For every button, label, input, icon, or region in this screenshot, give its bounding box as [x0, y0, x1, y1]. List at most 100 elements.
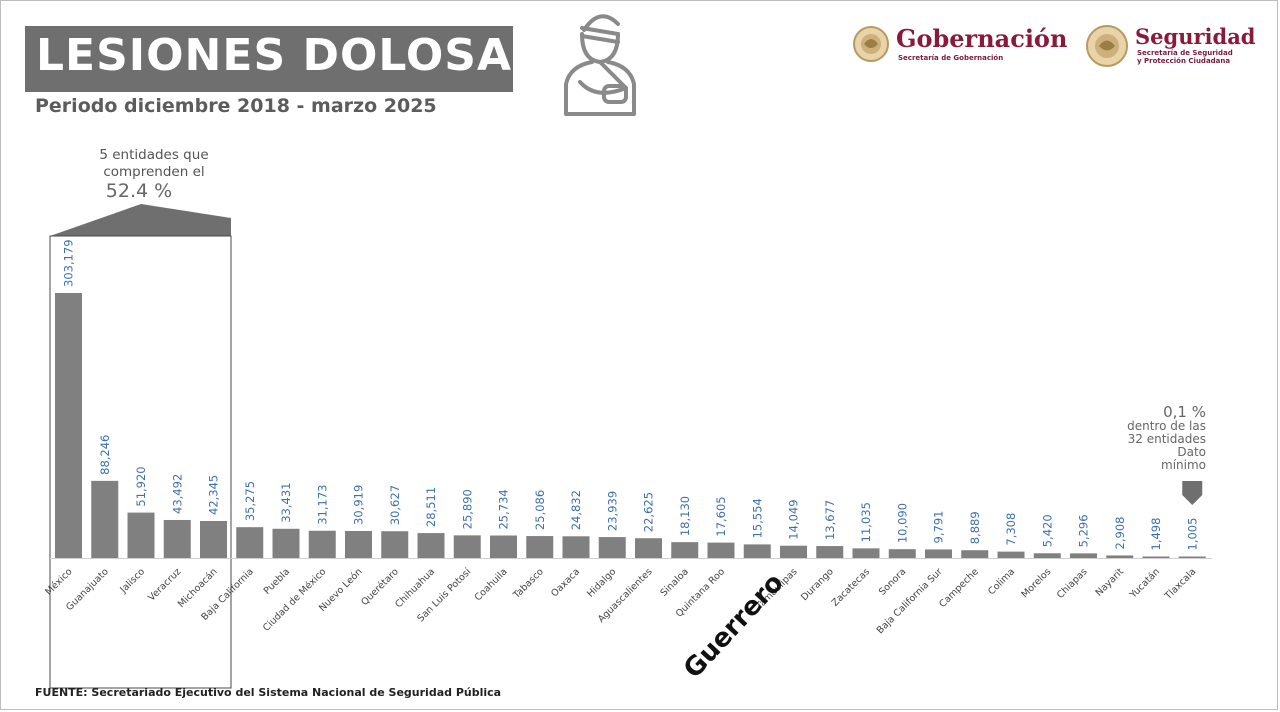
value-label-30: 1,498 [1149, 518, 1163, 551]
bar-2 [127, 512, 155, 558]
bar-31 [1178, 556, 1206, 558]
tick-label-13: Tabasco [511, 566, 546, 601]
bar-12 [490, 535, 517, 558]
value-label-14: 24,832 [569, 490, 583, 530]
value-label-5: 35,275 [243, 481, 257, 521]
minimum-callout-line2: 32 entidades [1127, 432, 1206, 446]
bar-8 [345, 530, 372, 558]
bar-10 [417, 533, 445, 558]
bar-15 [598, 537, 626, 558]
bar-29 [1106, 555, 1134, 558]
minimum-arrow-icon [1182, 481, 1203, 505]
tick-label-15: Hidalgo [585, 566, 618, 599]
minimum-callout-percentage: 0,1 % [1163, 403, 1206, 421]
bar-11 [453, 535, 481, 558]
value-label-7: 31,173 [315, 485, 329, 525]
value-label-6: 33,431 [279, 483, 293, 523]
value-label-9: 30,627 [388, 485, 402, 525]
value-label-29: 2,908 [1113, 517, 1127, 550]
value-label-3: 43,492 [170, 474, 184, 514]
value-label-15: 23,939 [605, 491, 619, 531]
tick-label-26: Colima [986, 566, 1017, 597]
bar-9 [381, 531, 409, 558]
bar-19 [743, 544, 771, 558]
value-label-2: 51,920 [134, 466, 148, 506]
gobernacion-name: Gobernación [896, 24, 1068, 53]
bar-28 [1070, 553, 1097, 558]
value-label-10: 28,511 [424, 487, 438, 527]
value-label-1: 88,246 [98, 435, 112, 475]
tick-label-25: Campeche [937, 566, 981, 610]
bar-6 [272, 528, 300, 558]
minimum-callout-line3: Dato [1177, 445, 1206, 459]
tick-label-12: Coahuila [473, 566, 510, 603]
tick-label-14: Oaxaca [549, 566, 582, 599]
value-label-21: 13,677 [823, 500, 837, 540]
title-banner [25, 26, 513, 92]
tick-label-28: Chiapas [1055, 566, 1090, 601]
value-label-31: 1,005 [1185, 518, 1199, 551]
minimum-callout: 0,1 % dentro de las 32 entidades Dato mí… [1106, 403, 1206, 472]
bar-18 [707, 542, 735, 558]
bar-26 [997, 551, 1025, 558]
value-label-13: 25,086 [533, 490, 547, 530]
value-label-25: 8,889 [968, 511, 982, 544]
bar-0 [55, 293, 82, 558]
value-label-24: 9,791 [932, 511, 946, 544]
gobernacion-subtitle: Secretaría de Gobernación [898, 54, 1004, 62]
bar-24 [925, 549, 952, 558]
tick-label-22: Zacatecas [830, 566, 872, 608]
bar-22 [852, 548, 880, 558]
tick-label-31: Tlaxcala [1162, 566, 1198, 602]
tick-label-7: Ciudad de México [261, 566, 328, 633]
seguridad-subtitle: Secretaría de Seguridad y Protección Ciu… [1137, 49, 1233, 65]
bar-1 [91, 480, 119, 558]
tick-label-24: Baja California Sur [875, 566, 945, 636]
bar-25 [961, 550, 989, 558]
tick-label-23: Sonora [877, 566, 908, 597]
value-label-12: 25,734 [497, 489, 511, 529]
top5-callout-line1: 5 entidades que [99, 147, 209, 163]
tick-label-2: Jalisco [118, 566, 148, 596]
tick-label-17: Sinaloa [658, 566, 690, 598]
value-label-28: 5,296 [1077, 514, 1091, 547]
value-label-23: 10,090 [895, 503, 909, 543]
bar-4 [200, 520, 227, 558]
bar-30 [1142, 556, 1170, 558]
page-subtitle: Periodo diciembre 2018 - marzo 2025 [35, 95, 437, 117]
value-label-4: 42,345 [207, 475, 221, 515]
tick-label-21: Durango [799, 566, 836, 603]
bar-23 [888, 549, 916, 558]
bar-16 [635, 538, 662, 558]
seguridad-name: Seguridad [1135, 24, 1256, 49]
bar-7 [308, 530, 336, 558]
bar-13 [526, 536, 554, 558]
value-label-18: 17,605 [714, 496, 728, 536]
minimum-callout-line4: mínimo [1161, 458, 1206, 472]
tick-label-30: Yucatán [1127, 566, 1162, 601]
tick-label-3: Veracruz [146, 566, 183, 603]
seguridad-subtitle-line1: Secretaría de Seguridad [1137, 49, 1233, 57]
tick-label-27: Morelos [1019, 566, 1053, 600]
top5-callout-percentage: 52.4 % [105, 180, 173, 202]
bar-17 [671, 542, 699, 558]
tick-label-0: México [43, 566, 74, 597]
national-seal-icon [853, 26, 889, 62]
top5-bracket-box [49, 235, 232, 689]
value-label-8: 30,919 [352, 485, 366, 525]
bar-20 [780, 545, 807, 558]
value-label-26: 7,308 [1004, 513, 1018, 546]
tick-label-6: Puebla [262, 566, 292, 596]
value-label-11: 25,890 [460, 489, 474, 529]
value-label-20: 14,049 [787, 499, 801, 539]
bar-3 [163, 519, 191, 558]
top5-bracket-header [50, 204, 231, 236]
source-note: FUENTE: Secretariado Ejecutivo del Siste… [35, 686, 502, 699]
value-label-0: 303,179 [62, 239, 76, 287]
value-label-16: 22,625 [642, 492, 656, 532]
seguridad-subtitle-line2: y Protección Ciudadana [1137, 57, 1231, 65]
top5-callout-line2: comprenden el [103, 164, 205, 180]
injured-person-arm-sling-icon [564, 14, 636, 116]
